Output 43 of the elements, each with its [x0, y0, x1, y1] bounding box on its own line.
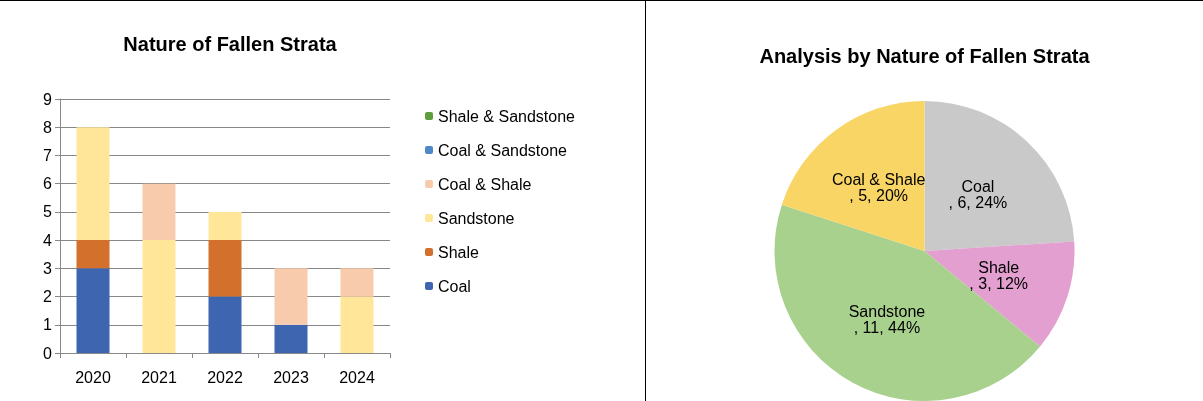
- x-tick-label: 2020: [75, 368, 111, 386]
- bar: [76, 268, 110, 353]
- y-tick-label: 9: [43, 90, 53, 108]
- y-tick-label: 1: [43, 316, 53, 334]
- data-label: , 3, 12%: [969, 274, 1029, 292]
- legend-label: Coal: [438, 277, 471, 295]
- slice-label: Sandstone: [848, 302, 926, 320]
- y-tick-label: 7: [43, 146, 53, 164]
- bar: [208, 296, 242, 353]
- slice-label: Coal & Shale: [831, 171, 926, 189]
- legend-label: Coal & Sandstone: [438, 141, 568, 159]
- data-label: , 11, 44%: [853, 318, 921, 336]
- y-tick-label: 3: [43, 259, 53, 277]
- legend-label: Coal & Shale: [438, 175, 532, 193]
- legend-label: Shale & Sandstone: [438, 107, 576, 125]
- slice-label: Shale: [978, 258, 1020, 276]
- bar: [274, 268, 308, 325]
- legend-label: Shale: [438, 243, 480, 261]
- data-label: , 6, 24%: [948, 193, 1008, 211]
- bar: [274, 324, 308, 353]
- data-label: , 5, 20%: [849, 187, 908, 205]
- y-tick-label: 5: [43, 203, 53, 221]
- bar: [340, 296, 374, 353]
- x-tick-label: 2022: [207, 368, 243, 386]
- bar: [208, 240, 242, 297]
- bar: [76, 240, 110, 269]
- x-tick-label: 2023: [273, 368, 309, 386]
- bar: [340, 268, 374, 297]
- x-tick-label: 2021: [141, 368, 177, 386]
- bar: [208, 211, 242, 241]
- bar: [76, 127, 110, 241]
- y-tick-label: 0: [43, 344, 53, 362]
- chart-title: Nature of Fallen Strata: [123, 33, 338, 55]
- slice-label: Coal: [961, 177, 995, 195]
- y-tick-label: 2: [43, 288, 53, 306]
- legend-label: Sandstone: [438, 209, 515, 227]
- x-tick-label: 2024: [339, 368, 375, 386]
- y-tick-label: 8: [43, 118, 53, 136]
- bar: [142, 240, 176, 353]
- y-tick-label: 4: [43, 231, 53, 249]
- chart-title: Analysis by Nature of Fallen Strata: [759, 45, 1091, 67]
- bar: [142, 183, 176, 241]
- y-tick-label: 6: [43, 175, 53, 193]
